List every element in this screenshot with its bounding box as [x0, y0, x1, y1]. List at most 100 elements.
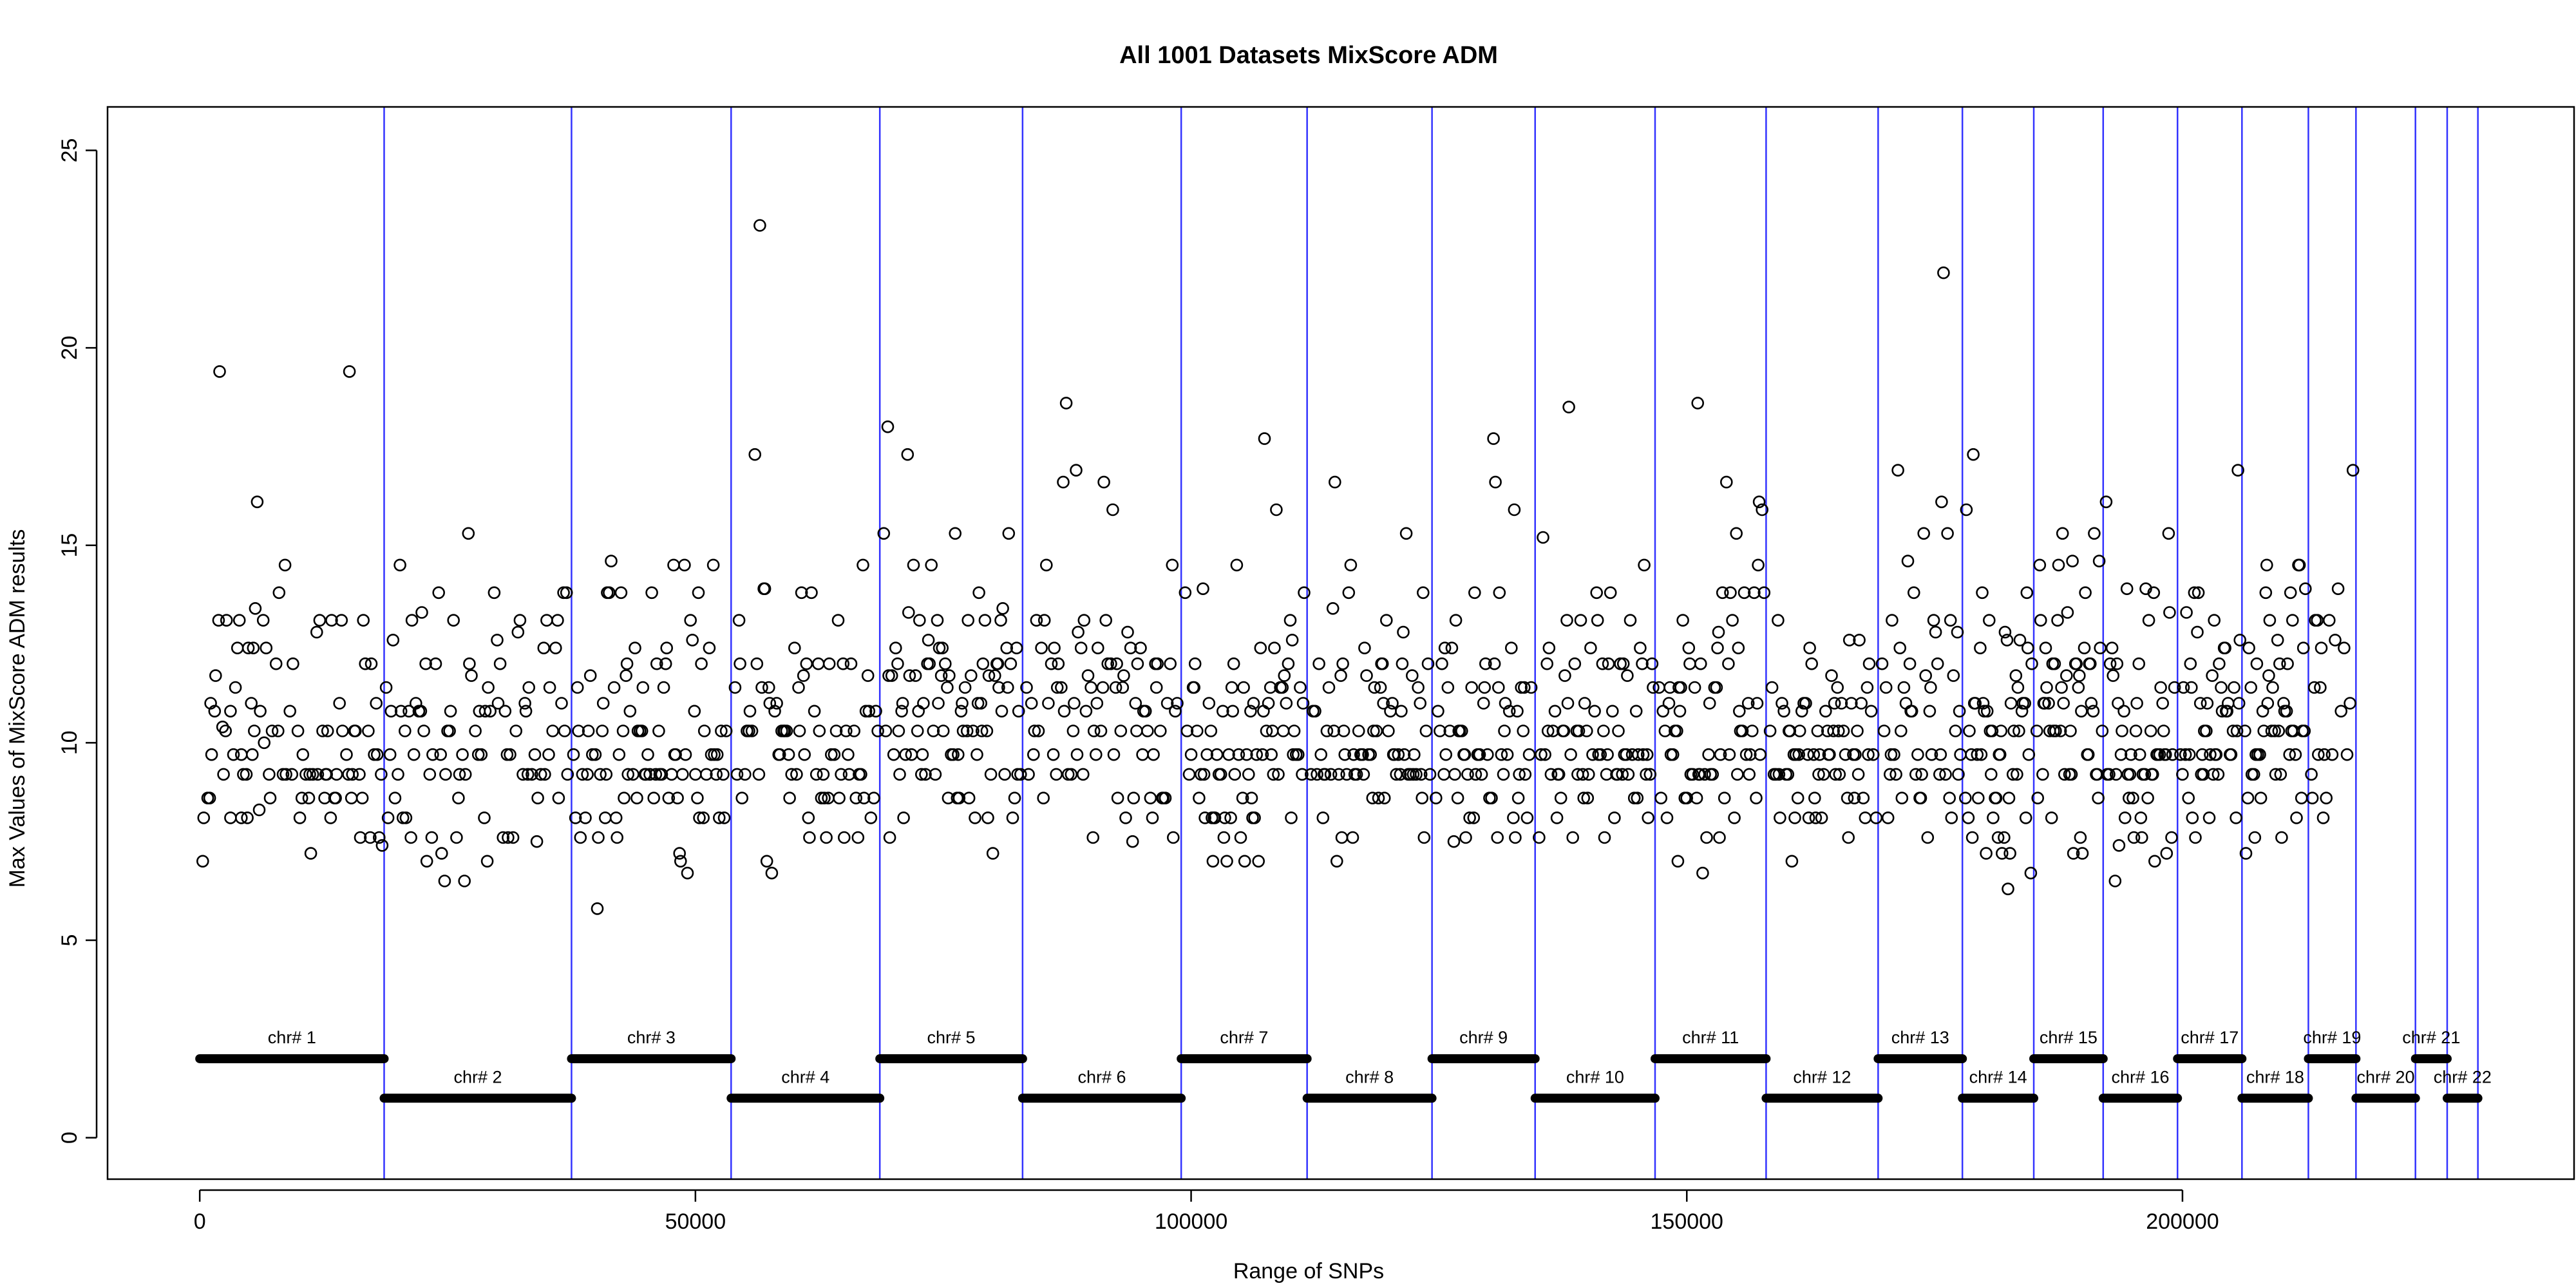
data-point — [392, 768, 404, 781]
data-point — [2346, 464, 2360, 477]
data-point — [1972, 791, 1985, 804]
data-point — [567, 748, 580, 761]
data-point — [2002, 791, 2016, 804]
data-point — [717, 811, 731, 824]
data-point — [1700, 831, 1713, 844]
data-point — [889, 641, 902, 655]
data-point — [1042, 697, 1055, 710]
x-tick-label: 150000 — [1651, 1209, 1723, 1234]
data-point — [1166, 558, 1179, 572]
data-point — [1935, 495, 1948, 509]
data-point — [1477, 697, 1490, 710]
data-point — [2092, 791, 2105, 804]
data-point — [2158, 748, 2171, 761]
chromosome-label: chr# 18 — [2246, 1067, 2304, 1086]
data-point — [1468, 586, 1481, 600]
data-point — [365, 657, 378, 670]
data-point — [980, 724, 994, 737]
data-point — [589, 748, 602, 761]
data-point — [631, 724, 645, 737]
data-point — [1537, 531, 1549, 544]
data-point — [1541, 724, 1555, 737]
data-point — [2126, 791, 2139, 804]
data-point — [1435, 657, 1448, 670]
data-point — [265, 724, 279, 737]
data-point — [2134, 811, 2148, 824]
data-point — [1550, 811, 1564, 824]
data-point — [591, 902, 604, 915]
data-point — [299, 768, 312, 781]
data-point — [1561, 697, 1575, 710]
data-point — [1377, 697, 1390, 710]
data-point — [1030, 614, 1043, 627]
data-point — [2116, 724, 2128, 737]
data-point — [2185, 681, 2198, 694]
data-point — [2188, 586, 2201, 600]
data-point — [1604, 586, 1617, 600]
data-point — [383, 748, 397, 761]
data-point — [1257, 705, 1270, 718]
data-point — [1808, 791, 1821, 804]
data-point — [1654, 791, 1667, 804]
data-point — [1179, 586, 1192, 600]
data-point — [1832, 724, 1845, 737]
data-point — [1933, 768, 1946, 781]
data-point — [805, 586, 818, 600]
data-point — [1242, 768, 1255, 781]
data-point — [2250, 657, 2264, 670]
data-point — [1061, 768, 1075, 781]
data-point — [336, 724, 349, 737]
data-point — [1417, 831, 1431, 844]
data-point — [2022, 641, 2034, 655]
data-point — [967, 724, 980, 737]
data-point — [719, 724, 733, 737]
data-point — [1459, 831, 1472, 844]
data-point — [1312, 657, 1325, 670]
data-point — [1338, 748, 1351, 761]
data-point — [1129, 697, 1142, 710]
data-point — [581, 768, 594, 781]
data-point — [594, 768, 607, 781]
data-point — [1909, 768, 1922, 781]
data-point — [1976, 586, 1989, 600]
data-point — [372, 831, 386, 844]
data-point — [1267, 768, 1280, 781]
data-point — [1960, 503, 1973, 516]
data-point — [256, 614, 270, 627]
data-point — [706, 558, 720, 572]
data-point — [1993, 748, 2007, 761]
data-point — [797, 669, 810, 682]
y-tick-label: 0 — [57, 1132, 82, 1144]
data-point — [283, 705, 297, 718]
data-point — [1734, 724, 1747, 737]
data-point — [295, 791, 308, 804]
data-point — [1629, 705, 1643, 718]
data-point — [551, 614, 564, 627]
data-point — [1305, 768, 1318, 781]
data-point — [2257, 724, 2270, 737]
data-point — [1696, 866, 1709, 880]
data-point — [1803, 641, 1816, 655]
data-point — [697, 811, 710, 824]
data-point — [1947, 669, 1960, 682]
data-point — [1193, 791, 1206, 804]
chromosome-label: chr# 14 — [1969, 1067, 2027, 1086]
data-point — [2025, 657, 2038, 670]
data-point — [2015, 705, 2029, 718]
data-point — [346, 768, 359, 781]
data-point — [2242, 641, 2255, 655]
data-point — [2009, 669, 2023, 682]
data-point — [1046, 748, 1060, 761]
data-point — [1739, 748, 1753, 761]
data-point — [1387, 748, 1400, 761]
data-point — [1335, 831, 1349, 844]
data-point — [1237, 681, 1250, 694]
data-point — [1358, 641, 1371, 655]
data-point — [502, 831, 515, 844]
data-point — [2312, 748, 2325, 761]
data-point — [757, 582, 770, 596]
data-point — [1822, 748, 1835, 761]
chromosome-label: chr# 3 — [627, 1028, 676, 1047]
data-point — [1276, 681, 1289, 694]
data-point — [1712, 625, 1725, 639]
